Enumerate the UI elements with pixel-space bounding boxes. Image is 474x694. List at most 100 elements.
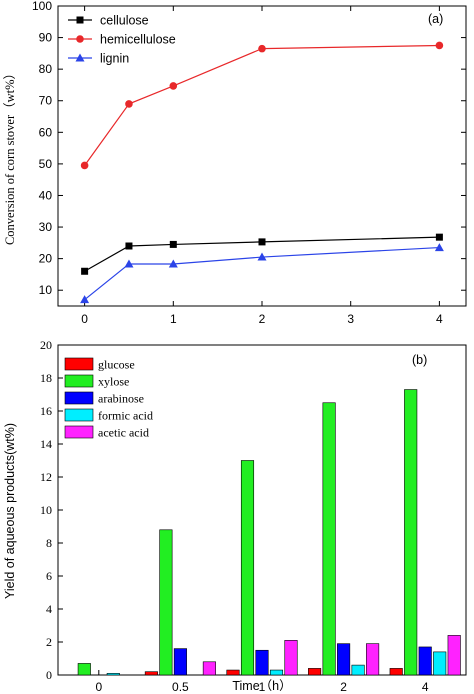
bar-xylose xyxy=(77,663,91,676)
y-tick-label: 2 xyxy=(46,635,52,649)
x-tick-label: 4 xyxy=(422,680,429,694)
bar-arabinose xyxy=(255,649,269,676)
x-tick-label: 0 xyxy=(81,312,88,326)
legend-item-lignin: lignin xyxy=(68,52,129,66)
legend-label: hemicellulose xyxy=(100,33,176,47)
bar-xylose xyxy=(404,389,418,676)
legend-label: xylose xyxy=(98,375,129,389)
y-tick-label: 60 xyxy=(39,125,53,139)
y-tick-label: 10 xyxy=(39,283,53,297)
y-tick-label: 30 xyxy=(39,220,53,234)
y-axis: 10 20 30 40 50 60 70 80 90 100 xyxy=(32,0,466,297)
y-tick-label: 100 xyxy=(32,0,52,13)
legend-marker xyxy=(75,53,85,62)
y-tick-label: 0 xyxy=(46,668,52,682)
y-tick-label: 80 xyxy=(39,62,53,76)
y-axis-title: Conversion of corn stover（wt%） xyxy=(3,67,17,245)
data-point xyxy=(125,242,133,250)
legend-item-glucose: glucose xyxy=(64,357,135,372)
bar-formic-acid xyxy=(433,651,447,676)
y-tick-label: 50 xyxy=(39,157,53,171)
x-tick-label: 0.5 xyxy=(172,680,189,694)
data-point xyxy=(434,243,444,252)
y-tick-label: 40 xyxy=(39,188,53,202)
y-tick-label: 16 xyxy=(40,404,52,418)
legend-swatch xyxy=(64,425,94,439)
bar-xylose xyxy=(240,460,255,676)
y-tick-label: 14 xyxy=(40,437,52,451)
series-lignin xyxy=(80,243,444,304)
series-cellulose xyxy=(81,233,443,275)
x-tick-label: 0 xyxy=(95,680,102,694)
x-tick-label: 2 xyxy=(340,680,347,694)
legend-item-arabinose: arabinose xyxy=(64,392,144,406)
data-point xyxy=(124,259,134,268)
x-axis-title: Time（h） xyxy=(232,679,291,693)
legend-label: formic acid xyxy=(98,409,153,423)
bar-acetic-acid xyxy=(284,640,298,676)
x-tick-label: 1 xyxy=(170,312,177,326)
legend-swatch xyxy=(64,408,94,422)
y-axis: 0 2 4 6 8 10 12 14 16 18 20 xyxy=(40,338,63,682)
legend-label: lignin xyxy=(100,52,129,66)
y-tick-label: 70 xyxy=(39,94,53,108)
legend-marker xyxy=(76,16,84,24)
data-point xyxy=(80,161,89,170)
y-tick-label: 8 xyxy=(46,536,52,550)
y-tick-label: 6 xyxy=(46,569,52,583)
bar-glucose xyxy=(144,671,158,676)
bar-arabinose xyxy=(173,648,187,676)
data-point xyxy=(257,252,267,261)
data-point xyxy=(258,238,266,246)
bars-group xyxy=(77,389,461,676)
y-tick-label: 90 xyxy=(39,31,53,45)
series-group xyxy=(80,41,444,304)
legend-swatch xyxy=(64,357,94,371)
line-chart-panel: 10 20 30 40 50 60 70 80 90 100 0 1 2 3 4 cellulose hem… xyxy=(3,0,467,326)
data-point xyxy=(125,100,133,108)
data-point xyxy=(168,259,178,268)
legend-item-acetic-acid: acetic acid xyxy=(64,425,149,440)
bar-glucose xyxy=(226,669,240,676)
data-point xyxy=(435,233,443,241)
y-tick-label: 4 xyxy=(46,602,52,616)
bar-arabinose xyxy=(418,646,432,676)
bar-glucose xyxy=(308,668,322,676)
y-tick-label: 20 xyxy=(39,252,53,266)
data-point xyxy=(435,41,444,50)
series-hemicellulose xyxy=(80,41,444,170)
panel-label: (a) xyxy=(428,12,443,26)
data-point xyxy=(169,82,178,90)
x-axis: 0 1 2 3 4 xyxy=(81,6,443,326)
legend-item-cellulose: cellulose xyxy=(68,14,149,28)
legend: glucose xylose arabinose formic acid acetic … xyxy=(64,357,153,440)
data-point xyxy=(169,240,177,248)
bar-xylose xyxy=(159,529,173,676)
bar-acetic-acid xyxy=(366,643,380,676)
bar-formic-acid xyxy=(351,664,365,676)
legend-label: cellulose xyxy=(100,14,149,28)
legend-label: glucose xyxy=(98,358,135,372)
x-tick-label: 3 xyxy=(347,312,354,326)
bar-formic-acid xyxy=(269,669,284,676)
data-point xyxy=(81,267,89,275)
y-tick-label: 20 xyxy=(40,338,52,352)
legend-label: arabinose xyxy=(98,392,144,406)
bar-xylose xyxy=(322,402,336,676)
legend-marker xyxy=(76,35,84,43)
bar-acetic-acid xyxy=(202,661,216,676)
panel-label: (b) xyxy=(412,353,427,367)
bar-acetic-acid xyxy=(447,635,461,676)
y-tick-label: 18 xyxy=(40,371,52,385)
bar-arabinose xyxy=(337,643,351,676)
legend-item-formic-acid: formic acid xyxy=(64,408,153,423)
x-tick-label: 2 xyxy=(259,312,266,326)
legend-swatch xyxy=(64,374,94,388)
bar-formic-acid xyxy=(106,673,120,676)
legend-item-xylose: xylose xyxy=(64,374,129,389)
legend-item-hemicellulose: hemicellulose xyxy=(68,33,176,47)
x-tick-label: 1 xyxy=(259,680,266,694)
data-point xyxy=(80,295,90,304)
